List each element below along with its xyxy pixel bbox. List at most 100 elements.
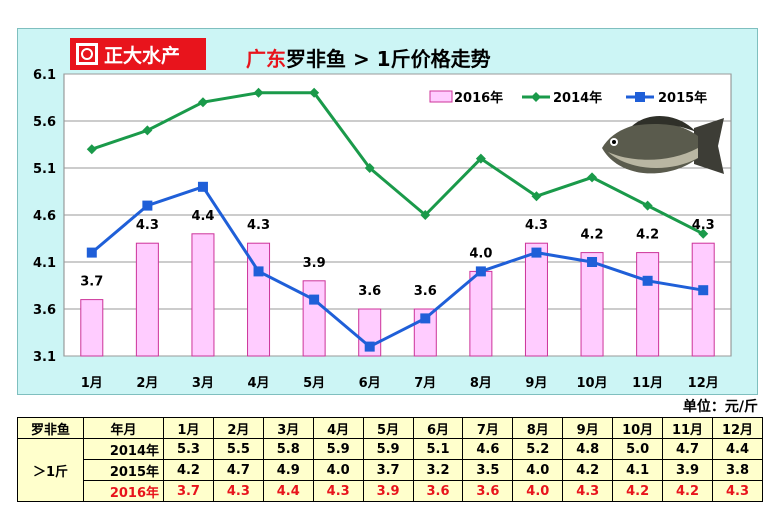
table-value-cell: 4.3 — [711, 480, 764, 502]
bar-2016 — [691, 242, 715, 357]
series-2014-point — [253, 87, 264, 98]
table-value-cell: 4.9 — [262, 459, 314, 481]
table-value-cell: 4.3 — [212, 480, 264, 502]
table-year-cell: 2015年 — [83, 459, 164, 481]
x-tick-label: 12月 — [688, 376, 719, 391]
series-2015-point — [475, 266, 486, 277]
table-month-cell: 12月 — [711, 417, 764, 439]
table-month-cell: 7月 — [462, 417, 514, 439]
x-tick-label: 2月 — [136, 376, 158, 391]
table-row: ＞1斤 2014年 5.3 5.5 5.8 5.9 5.9 5.1 4.6 5.2 4.8 5.0 4.… — [17, 438, 764, 502]
table-month-cell: 6月 — [412, 417, 464, 439]
bar-2016 — [524, 242, 548, 357]
table-value-cell: 5.5 — [212, 438, 264, 460]
table-row: 2016年 3.7 4.3 4.4 4.3 3.9 3.6 3.6 4.0 4.3 4.2 4.2 4.… — [18, 480, 764, 502]
table-value-cell: 3.8 — [711, 459, 764, 481]
x-tick-label: 7月 — [414, 376, 436, 391]
table-value-cell: 5.1 — [412, 438, 464, 460]
bar-2016 — [80, 299, 104, 357]
chart-title: 广东罗非鱼 > 1斤价格走势 — [246, 43, 491, 72]
bar-2016 — [580, 252, 604, 357]
x-tick-label: 10月 — [576, 376, 607, 391]
series-2014-point — [642, 200, 653, 211]
fish-fin — [632, 115, 696, 132]
legend-swatch-2016 — [429, 90, 453, 103]
series-2015-point — [587, 257, 598, 267]
bar-2016 — [469, 270, 493, 357]
series-2015-line — [90, 185, 704, 349]
x-tick-label: 4月 — [248, 376, 270, 391]
chart-title-rest: 罗非鱼 > 1斤价格走势 — [286, 47, 491, 71]
table-value-cell: 3.6 — [462, 480, 514, 502]
y-tick-label: 3.6 — [33, 303, 56, 318]
y-tick-label: 4.6 — [33, 209, 56, 224]
table-month-cell: 11月 — [662, 417, 713, 439]
table-value-cell: 4.2 — [163, 459, 214, 481]
series-2014-point — [587, 172, 598, 183]
table-month-cell: 2月 — [212, 417, 264, 439]
table-value-cell: 4.0 — [312, 459, 364, 481]
table-month-cell: 8月 — [512, 417, 564, 439]
series-2014-point — [475, 153, 486, 164]
bar-2016 — [302, 280, 326, 357]
table-value-cell: 4.8 — [562, 438, 614, 460]
fish-pupil — [612, 140, 616, 144]
fish-icon — [602, 115, 724, 174]
table-value-cell: 4.0 — [512, 459, 564, 481]
table-month-cell: 5月 — [362, 417, 414, 439]
series-2014-point — [197, 97, 208, 108]
table-row-group: ＞1斤 — [17, 438, 84, 502]
bar-data-label: 4.2 — [581, 228, 604, 243]
bar-2016 — [636, 252, 660, 357]
legend-label-2015: 2015年 — [658, 90, 707, 106]
table-value-cell: 5.8 — [262, 438, 314, 460]
table-value-cell: 4.2 — [562, 459, 614, 481]
table-value-cell: 5.9 — [362, 438, 414, 460]
series-2015-point — [197, 181, 208, 192]
chart-title-region: 广东 — [246, 47, 286, 71]
table-month-cell: 9月 — [562, 417, 614, 439]
table-value-cell: 3.2 — [412, 459, 464, 481]
fish-belly — [608, 148, 698, 169]
table-month-cell: 10月 — [612, 417, 664, 439]
legend-label-2016: 2016年 — [454, 90, 503, 106]
table-corner-header: 罗非鱼 — [17, 417, 84, 439]
brand-logo: 正大水产 — [70, 38, 206, 70]
table-value-cell: 3.7 — [163, 480, 214, 502]
series-2015-point — [309, 294, 320, 305]
series-2014-point — [309, 87, 320, 98]
legend-marker-2015 — [635, 92, 645, 102]
bar-2016 — [247, 242, 271, 357]
y-tick-label: 3.1 — [33, 350, 56, 365]
table-month-header: 年月 — [83, 417, 164, 439]
series-2015-point — [420, 313, 431, 324]
x-tick-label: 5月 — [303, 376, 325, 391]
table-value-cell: 4.6 — [462, 438, 514, 460]
bar-data-label: 4.0 — [469, 246, 492, 261]
table-month-cell: 3月 — [262, 417, 314, 439]
table-value-cell: 3.5 — [462, 459, 514, 481]
table-value-cell: 4.2 — [662, 480, 713, 502]
table-value-cell: 5.9 — [312, 438, 364, 460]
bar-data-label: 3.6 — [414, 284, 437, 299]
x-tick-label: 3月 — [192, 376, 214, 391]
series-2015-point — [86, 247, 97, 258]
brand-name: 正大水产 — [104, 44, 181, 67]
series-2014-point — [420, 210, 431, 220]
x-tick-label: 8月 — [470, 376, 492, 391]
table-value-cell: 3.6 — [412, 480, 464, 502]
table-value-cell: 3.9 — [662, 459, 713, 481]
bar-data-label: 4.4 — [191, 209, 214, 224]
fish-tail — [694, 118, 724, 174]
x-tick-label: 1月 — [81, 376, 103, 391]
chart: 6.1 5.6 5.1 4.6 4.1 3.6 3.1 1月 2月 3月 4月 5月 6月 7月 8月 9月 1… — [33, 68, 732, 391]
table-month-cell: 1月 — [163, 417, 214, 439]
bar-data-label: 3.7 — [80, 275, 103, 290]
x-tick-label: 11月 — [632, 376, 663, 391]
bar-2016 — [135, 242, 159, 357]
series-2015-point — [364, 341, 375, 352]
legend-label-2014: 2014年 — [553, 90, 602, 106]
table-row: 2015年 4.2 4.7 4.9 4.0 3.7 3.2 3.5 4.0 4.2 4.1 3.9 3.… — [18, 459, 764, 481]
table-value-cell: 4.2 — [612, 480, 664, 502]
table-value-cell: 4.3 — [312, 480, 364, 502]
